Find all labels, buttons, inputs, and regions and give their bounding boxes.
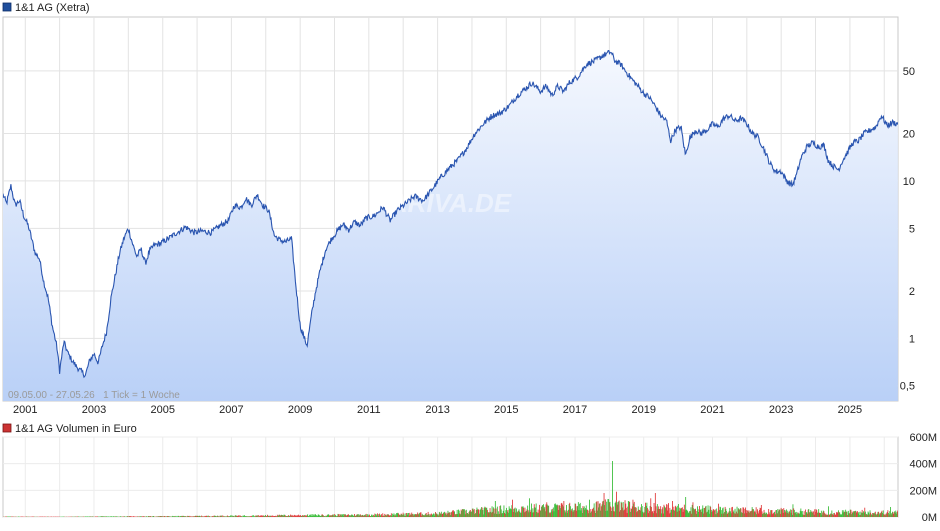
volume-legend-swatch bbox=[3, 424, 11, 432]
y-tick-label: 50 bbox=[903, 66, 915, 78]
x-tick-label: 2015 bbox=[494, 404, 518, 416]
volume-y-axis: 0M 200M 400M 600M bbox=[909, 432, 937, 524]
x-tick-label: 2013 bbox=[425, 404, 449, 416]
y-tick-label: 20 bbox=[903, 129, 915, 141]
x-tick-label: 2023 bbox=[769, 404, 793, 416]
x-tick-label: 2021 bbox=[700, 404, 724, 416]
x-tick-label: 2011 bbox=[357, 404, 381, 416]
y-tick-label: 5 bbox=[909, 223, 915, 235]
volume-y-tick-label: 400M bbox=[909, 459, 937, 471]
y-tick-label: 0,5 bbox=[900, 381, 915, 393]
x-tick-label: 2007 bbox=[219, 404, 243, 416]
price-x-axis: 2001 2003 2005 2007 2009 2011 2013 2015 2017 2019… bbox=[13, 404, 862, 416]
y-tick-label: 1 bbox=[909, 333, 915, 345]
volume-plot-frame bbox=[3, 437, 898, 517]
x-tick-label: 2025 bbox=[838, 404, 862, 416]
x-tick-label: 2009 bbox=[288, 404, 312, 416]
volume-y-tick-label: 200M bbox=[909, 485, 937, 497]
price-y-axis: 0,5 1 2 5 10 20 50 bbox=[900, 66, 915, 393]
x-tick-label: 2005 bbox=[150, 404, 174, 416]
x-tick-label: 2019 bbox=[631, 404, 655, 416]
chart-footer-range: 09.05.00 - 27.05.26 1 Tick = 1 Woche bbox=[8, 390, 180, 401]
x-tick-label: 2001 bbox=[13, 404, 37, 416]
x-tick-label: 2017 bbox=[563, 404, 587, 416]
price-legend: 1&1 AG (Xetra) bbox=[3, 2, 90, 14]
volume-y-tick-label: 0M bbox=[922, 512, 937, 524]
y-tick-label: 10 bbox=[903, 176, 915, 188]
volume-chart-title: 1&1 AG Volumen in Euro bbox=[15, 423, 137, 435]
price-legend-swatch bbox=[3, 3, 11, 11]
price-chart-title: 1&1 AG (Xetra) bbox=[15, 2, 90, 14]
y-tick-label: 2 bbox=[909, 286, 915, 298]
x-tick-label: 2003 bbox=[82, 404, 106, 416]
volume-legend: 1&1 AG Volumen in Euro bbox=[3, 423, 137, 435]
volume-y-tick-label: 600M bbox=[909, 432, 937, 444]
